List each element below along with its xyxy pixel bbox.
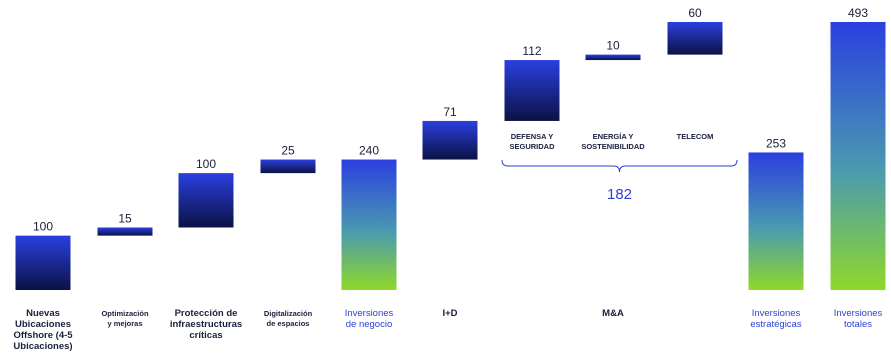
value-label-9: 253 (766, 136, 786, 150)
value-label-10: 493 (848, 6, 868, 20)
category-label-5: I+D (442, 308, 457, 319)
category-label-3: Digitalización de espacios (264, 309, 313, 328)
bar-2 (178, 173, 234, 228)
value-label-0: 100 (33, 220, 53, 234)
category-label-0: Nuevas Ubicaciones Offshore (4-5 Ubicacione… (13, 308, 73, 352)
category-label-10: Inversiones totales (834, 308, 883, 330)
value-label-3: 25 (281, 144, 295, 158)
category-label-4: Inversiones de negocio (345, 308, 394, 330)
bar-9 (748, 152, 804, 290)
value-label-2: 100 (196, 157, 216, 171)
bar-5 (422, 120, 478, 160)
bar-1 (97, 227, 153, 236)
group-sublabel-7: ENERGÍA Y SOSTENIBILIDAD (581, 132, 645, 151)
group-sublabel-8: TELECOM (677, 132, 714, 141)
bar-8 (667, 22, 723, 55)
value-label-5: 71 (443, 105, 457, 119)
bar-7 (585, 54, 641, 61)
bar-10 (830, 22, 886, 290)
category-label-2: Protección de infraestructuras críticas (170, 308, 242, 341)
value-label-4: 240 (359, 144, 379, 158)
group-total-label: 182 (607, 186, 632, 203)
value-label-1: 15 (118, 211, 132, 225)
bar-4 (341, 159, 397, 290)
bar-3 (260, 159, 316, 174)
value-label-7: 10 (606, 39, 620, 53)
value-label-6: 112 (522, 44, 541, 58)
category-label-9: Inversiones estratégicas (750, 308, 801, 330)
category-label-7: M&A (602, 308, 624, 319)
group-brace (501, 159, 738, 173)
bar-6 (504, 60, 560, 121)
group-sublabel-6: DEFENSA Y SEGURIDAD (509, 132, 555, 151)
chart-marks: 100 Nuevas Ubicaciones Offshore (4-5 Ubicaci… (13, 6, 886, 352)
bar-0 (15, 235, 71, 290)
value-label-8: 60 (688, 6, 702, 20)
category-label-1: Optimización y mejoras (101, 309, 149, 328)
